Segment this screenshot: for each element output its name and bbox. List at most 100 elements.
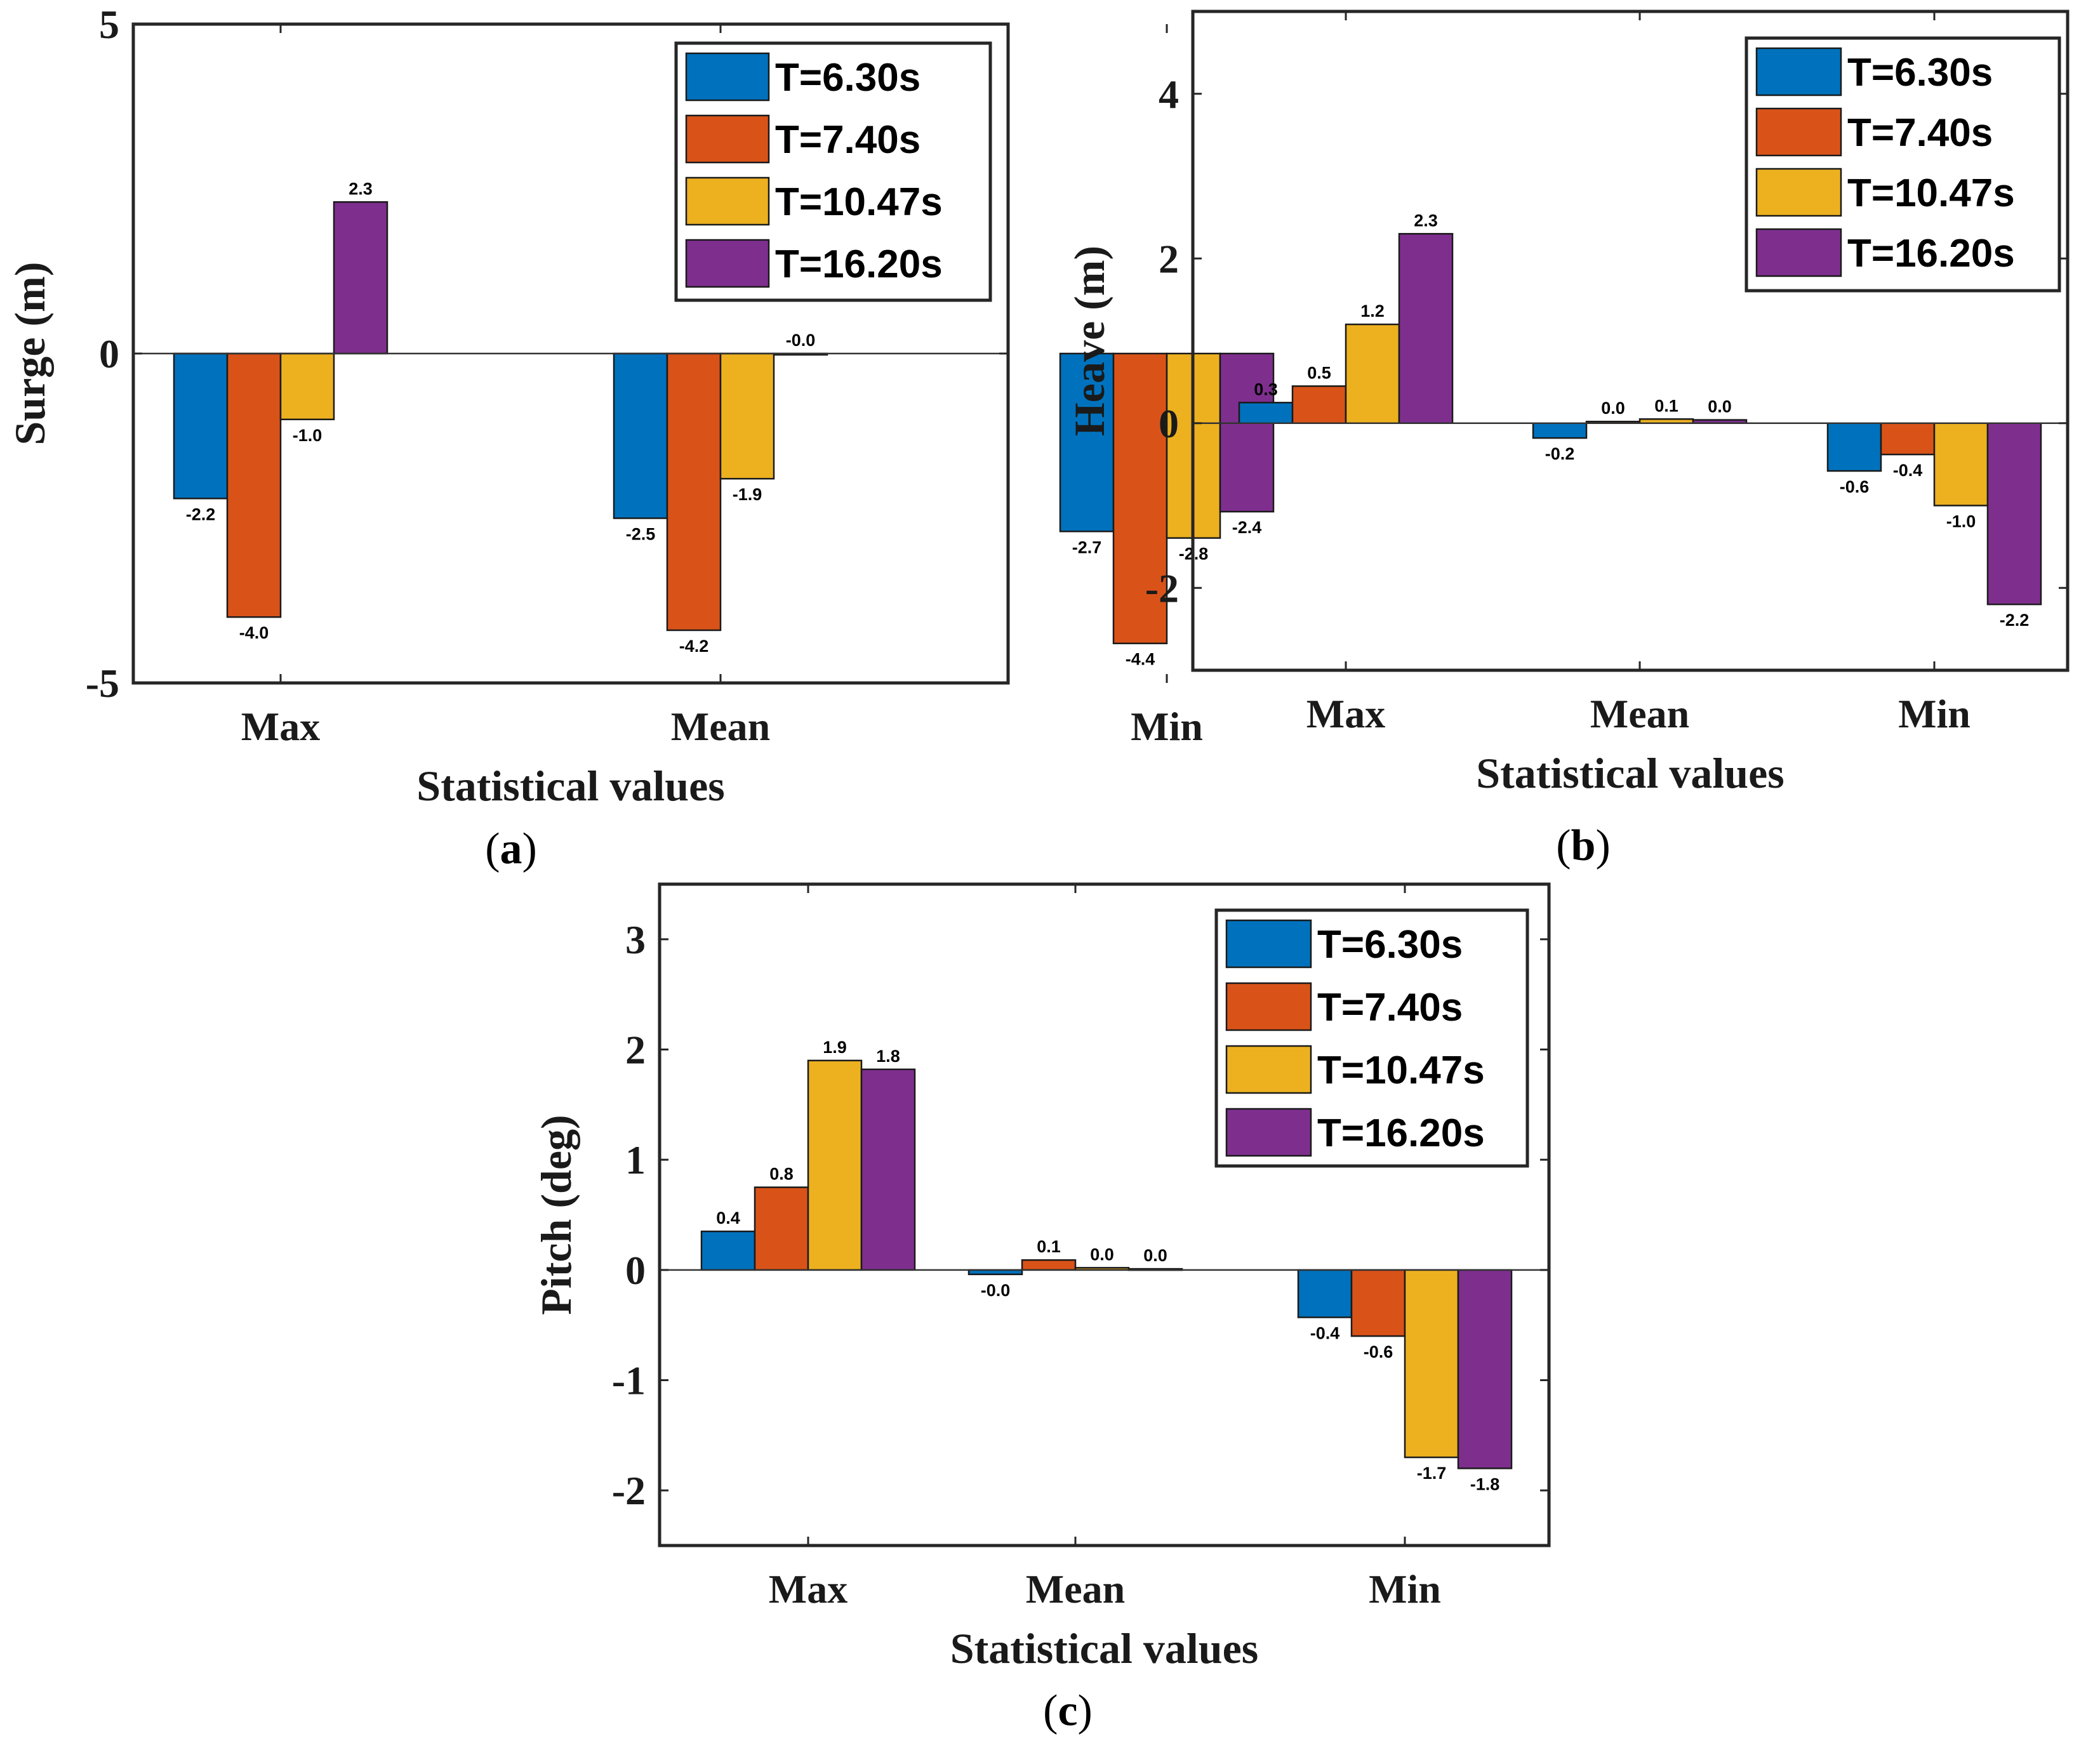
legend-label: T=16.20s: [1847, 232, 2015, 275]
bar-max-t1620s: [333, 201, 389, 355]
y-tick-label: 2: [625, 1028, 646, 1073]
y-tick-label: 5: [99, 2, 119, 47]
data-label: -1.9: [733, 485, 762, 504]
data-label: -0.0: [786, 331, 816, 350]
bar-min-t630s: [1059, 352, 1115, 533]
y-tick-label: 4: [1159, 72, 1179, 117]
bar-max-t1047s: [807, 1059, 863, 1271]
legend-label: T=16.20s: [1317, 1111, 1485, 1155]
legend-swatch: [1225, 982, 1312, 1031]
bar-max-t1620s: [860, 1068, 916, 1271]
y-tick-label: 0: [99, 331, 119, 376]
bar-mean-t740s: [1021, 1259, 1077, 1271]
data-label: -2.2: [186, 505, 216, 524]
legend-swatch: [1755, 228, 1842, 277]
panel-b: 0.3 0.5 1.2 2.3 -0.2 0.0 0.1 0.0 -0.6 -0.4 -1.0 -2.…: [1065, 10, 2070, 870]
panel-c: 0.4 0.8 1.9 1.8 -0.0 0.1 0.0 0.0 -0.4 -0.6 -1.7 -1.…: [532, 882, 1551, 1735]
legend-swatch: [1225, 1045, 1312, 1094]
x-category-label: Min: [1898, 691, 1970, 736]
data-label: -1.7: [1417, 1464, 1447, 1483]
bar-mean-t630s: [613, 352, 668, 519]
data-label: -4.0: [239, 623, 269, 642]
panel-caption: (a): [485, 824, 537, 873]
legend-label: T=6.30s: [1847, 51, 1993, 95]
legend: T=6.30s T=7.40s T=10.47s T=16.20s: [1214, 908, 1529, 1168]
bar-mean-t1047s: [719, 352, 775, 480]
legend-swatch: [685, 239, 770, 288]
legend-swatch: [1755, 47, 1842, 96]
data-label: -4.2: [679, 637, 709, 656]
legend-swatch: [1755, 107, 1842, 157]
data-label: -2.7: [1072, 538, 1102, 557]
legend: T=6.30s T=7.40s T=10.47s T=16.20s: [1744, 36, 2061, 293]
panel-a: -2.2 -4.0 -1.0 2.3 -2.5 -4.2 -1.9 -0.0 -2.7 -4.4 -…: [6, 2, 1275, 873]
legend-swatch: [1225, 919, 1312, 969]
x-category-label: Max: [769, 1566, 847, 1612]
data-label: 0.4: [716, 1208, 740, 1228]
data-label: 1.8: [876, 1047, 900, 1066]
legend-label: T=10.47s: [1847, 171, 2015, 215]
bar-min-t740s: [1880, 422, 1936, 456]
legend-label: T=7.40s: [775, 118, 920, 162]
data-label: -1.8: [1470, 1474, 1500, 1493]
bar-min-t630s: [1297, 1269, 1353, 1318]
data-label: 1.9: [823, 1038, 847, 1057]
x-axis-title: Statistical values: [950, 1624, 1258, 1672]
legend-swatch: [1225, 1108, 1312, 1157]
legend-label: T=6.30s: [775, 56, 920, 100]
data-label: -1.0: [1946, 512, 1976, 531]
legend-label: T=6.30s: [1317, 923, 1463, 967]
data-label: -1.0: [293, 426, 322, 445]
data-label: -2.4: [1232, 518, 1262, 537]
data-label: -0.6: [1364, 1342, 1393, 1361]
data-label: 0.1: [1654, 396, 1678, 415]
y-tick-label: 0: [625, 1248, 646, 1293]
y-axis-title: Heave (m): [1065, 246, 1113, 436]
y-tick-label: 3: [625, 917, 646, 962]
axes-frame: [658, 882, 1551, 1547]
bar-min-t1620s: [1986, 422, 2042, 606]
legend-swatch: [1755, 168, 1842, 217]
legend-label: T=7.40s: [1847, 111, 1993, 155]
bar-mean-t740s: [666, 352, 722, 632]
data-label: 0.0: [1143, 1246, 1167, 1265]
bar-max-t740s: [754, 1186, 809, 1271]
data-label: -0.2: [1545, 444, 1575, 463]
x-category-label: Mean: [671, 704, 770, 749]
bar-max-t630s: [1238, 402, 1294, 424]
x-category-label: Mean: [1026, 1566, 1125, 1612]
y-tick-label: -5: [86, 661, 119, 706]
y-tick-label: 2: [1159, 236, 1179, 281]
y-tick-label: -2: [612, 1468, 646, 1513]
bar-min-t1620s: [1219, 352, 1275, 513]
legend-label: T=7.40s: [1317, 986, 1463, 1030]
x-axis-title: Statistical values: [416, 762, 724, 810]
data-label: -4.4: [1126, 650, 1155, 669]
axes-frame: [1191, 10, 2070, 672]
bar-max-t630s: [700, 1230, 756, 1271]
panel-caption: (b): [1556, 821, 1611, 870]
x-category-label: Max: [1306, 691, 1385, 736]
x-axis-title: Statistical values: [1476, 749, 1784, 797]
y-tick-label: 1: [625, 1137, 646, 1182]
bar-max-t740s: [226, 352, 282, 618]
data-label: -2.2: [2000, 611, 2030, 630]
data-label: 0.0: [1708, 397, 1732, 416]
y-tick-label: -2: [1145, 566, 1179, 611]
bar-max-t1620s: [1398, 233, 1454, 424]
x-category-label: Mean: [1590, 691, 1689, 736]
y-axis-title: Pitch (deg): [532, 1115, 580, 1314]
x-category-label: Min: [1131, 704, 1203, 749]
y-tick-label: 0: [1159, 401, 1179, 446]
data-label: -0.4: [1893, 461, 1923, 480]
bar-min-t1620s: [1457, 1269, 1513, 1469]
panel-caption: (c): [1043, 1686, 1093, 1735]
legend: T=6.30s T=7.40s T=10.47s T=16.20s: [674, 41, 992, 302]
data-label: 1.2: [1360, 301, 1385, 321]
data-label: 0.0: [1601, 399, 1625, 418]
bar-min-t1047s: [1933, 422, 1989, 507]
data-label: 0.3: [1254, 380, 1278, 399]
legend-label: T=10.47s: [775, 180, 943, 224]
bar-min-t740s: [1350, 1269, 1406, 1337]
